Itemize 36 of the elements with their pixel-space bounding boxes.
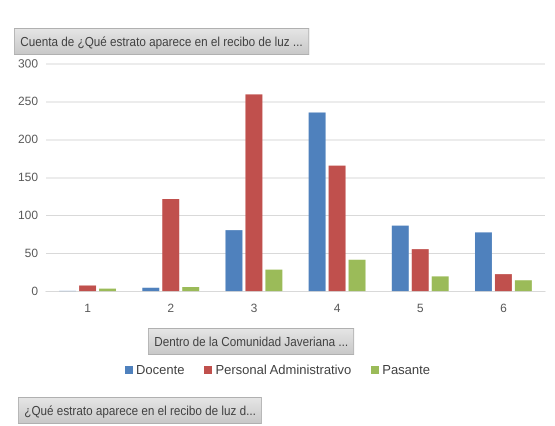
- bar: [99, 288, 116, 292]
- bar: [494, 274, 512, 292]
- bar: [474, 232, 492, 292]
- x-tick-label: 3: [250, 301, 258, 316]
- y-tick-label: 150: [18, 170, 38, 184]
- bar: [142, 288, 160, 292]
- bar: [514, 280, 532, 292]
- x-tick-label: 5: [416, 301, 424, 316]
- bar: [412, 249, 429, 292]
- y-tick-label: 0: [31, 284, 38, 298]
- x-tick-label: 6: [500, 301, 508, 316]
- y-tick-label: 250: [18, 94, 38, 108]
- legend-label: Personal Administrativo: [214, 362, 352, 377]
- y-tick-label: 300: [18, 56, 38, 70]
- bar: [348, 260, 366, 292]
- x-tick-label: 4: [334, 301, 341, 316]
- legend-title: Dentro de la Comunidad Javeriana ...: [148, 328, 354, 355]
- bar: [225, 230, 242, 292]
- bar: [162, 199, 180, 292]
- legend-label: Pasante: [381, 362, 430, 377]
- bar: [79, 286, 96, 292]
- chart-title: Cuenta de ¿Qué estrato aparece en el recibo de luz ...: [14, 28, 309, 55]
- text: ¿Qué estrato aparece en el recibo de luz d...: [18, 397, 262, 424]
- y-tick-label: 50: [24, 246, 38, 260]
- bar: [182, 287, 200, 292]
- x-tick-label: 2: [167, 301, 174, 316]
- bar: [265, 270, 282, 292]
- y-tick-label: 100: [18, 208, 38, 222]
- bar: [308, 112, 326, 292]
- bar: [432, 276, 449, 292]
- legend-label: Docente: [135, 362, 184, 377]
- y-tick-label: 200: [18, 132, 38, 146]
- bar: [245, 94, 262, 292]
- bar: [392, 226, 409, 292]
- x-tick-label: 1: [84, 301, 92, 316]
- bar: [328, 166, 346, 292]
